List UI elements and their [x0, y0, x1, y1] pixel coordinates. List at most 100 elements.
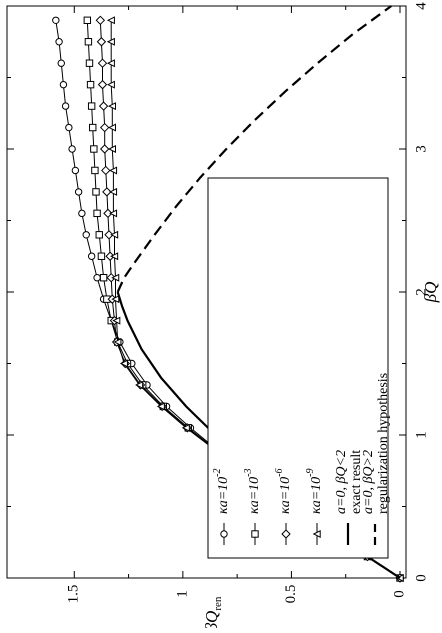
data-point: [95, 15, 106, 26]
data-point: [106, 16, 115, 25]
data-point: [86, 80, 95, 89]
y-axis-title-subscript: ren: [212, 596, 224, 611]
data-point: [106, 272, 116, 283]
data-point: [107, 123, 116, 132]
y-tick-label: 0: [391, 590, 407, 598]
legend-entry-0: κa=10-2: [212, 468, 231, 545]
legend-label: κa=10-6: [274, 468, 293, 514]
legend-label-line2: regularization hypothesis: [376, 373, 391, 514]
data-point: [156, 402, 165, 411]
data-point: [109, 209, 118, 218]
legend-marker: [281, 529, 291, 539]
data-point: [96, 37, 107, 47]
data-point: [61, 102, 70, 110]
legend-label-base: κa=10: [216, 477, 231, 514]
legend-label-exponent: -3: [243, 468, 254, 476]
data-point: [90, 145, 98, 153]
x-axis-title: βQ: [421, 282, 440, 304]
x-tick-label: 3: [413, 145, 429, 153]
data-point: [95, 231, 103, 239]
data-point: [74, 188, 83, 196]
series-5: [116, 5, 392, 293]
y-axis-title-main: βQ: [202, 611, 221, 628]
legend-entry-3: κa=10-9: [305, 468, 324, 545]
legend-entry-5: a=0, βQ>2 regularization hypothesis: [361, 373, 391, 545]
data-point: [93, 209, 101, 218]
data-point: [97, 252, 106, 260]
data-point: [82, 231, 90, 239]
data-point: [101, 165, 111, 176]
data-point: [111, 273, 120, 282]
legend-label-exponent: -6: [274, 468, 285, 476]
legend-box: [207, 177, 389, 559]
data-point: [85, 59, 94, 67]
data-point: [110, 252, 119, 261]
data-point: [98, 101, 109, 111]
data-point: [119, 359, 128, 368]
data-point: [87, 252, 96, 260]
data-point: [52, 16, 60, 24]
data-point: [99, 144, 110, 154]
y-tick-label: 1.5: [66, 585, 82, 604]
data-point: [109, 166, 118, 175]
data-point: [65, 123, 73, 132]
data-point: [112, 316, 121, 325]
x-tick-label: 1: [413, 431, 429, 439]
data-point: [106, 80, 115, 89]
data-point: [89, 123, 97, 132]
data-point: [181, 423, 190, 432]
legend-label-line2: exact result: [349, 450, 364, 514]
legend-label-line1: a=0, βQ>2: [361, 450, 376, 514]
legend-label-base: κa=10: [278, 477, 293, 514]
data-point: [111, 295, 120, 304]
data-point: [106, 59, 115, 68]
data-point: [106, 37, 115, 46]
data-point: [59, 80, 68, 89]
legend-label-line1: a=0, βQ<2: [334, 450, 349, 514]
legend-entry-1: κa=10-3: [243, 468, 262, 545]
data-point: [97, 79, 108, 90]
data-point: [107, 144, 116, 154]
data-point: [102, 187, 112, 197]
data-point: [68, 145, 76, 153]
data-point: [99, 274, 108, 282]
data-point: [83, 16, 92, 25]
legend-entry-4: a=0, βQ<2 exact result: [334, 450, 364, 545]
legend-marker: [251, 530, 259, 538]
legend-label: κa=10-3: [243, 468, 262, 514]
data-point: [71, 166, 80, 175]
legend: κa=10-2κa=10-3κa=10-6κa=10-9 a=0, βQ<2 exa…: [207, 177, 391, 559]
legend-label-base: κa=10: [309, 477, 324, 514]
x-tick-label: 0: [413, 574, 429, 582]
y-tick-label: 1: [174, 590, 190, 598]
data-point: [92, 188, 100, 196]
data-point: [113, 338, 122, 347]
legend-entry-2: κa=10-6: [274, 468, 293, 545]
data-point: [93, 274, 101, 282]
data-point: [104, 230, 114, 240]
legend-label-exponent: -2: [212, 468, 223, 476]
legend-marker: [312, 529, 321, 539]
data-point: [103, 208, 113, 219]
data-point: [91, 166, 99, 175]
x-tick-label: 2: [413, 288, 429, 296]
data-point: [105, 251, 115, 261]
data-point: [87, 102, 96, 110]
legend-label-base: κa=10: [247, 477, 262, 514]
data-point: [78, 209, 86, 218]
data-point: [57, 59, 65, 67]
legend-label: κa=10-2: [212, 468, 231, 514]
legend-label-exponent: -9: [305, 468, 316, 476]
data-point: [55, 38, 63, 46]
data-point: [84, 38, 93, 46]
y-axis-title: βQren: [202, 596, 224, 628]
data-point: [110, 230, 119, 239]
legend-label: κa=10-9: [305, 468, 324, 514]
data-point: [99, 122, 110, 133]
data-point: [135, 380, 144, 389]
data-point: [97, 58, 108, 68]
data-point: [109, 187, 118, 196]
